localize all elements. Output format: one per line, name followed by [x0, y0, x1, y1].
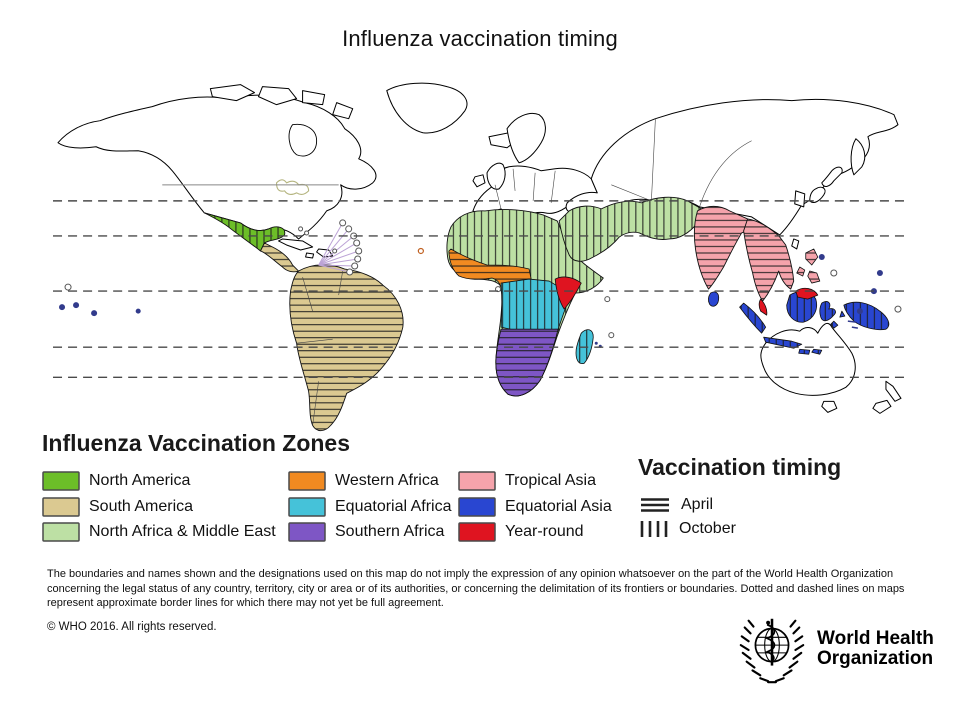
timing-legend-heading: Vaccination timing — [638, 454, 842, 480]
latitude-lines — [53, 200, 909, 378]
legend-item-april: April — [638, 494, 713, 516]
swatch-southern-africa — [288, 522, 326, 542]
cuba — [278, 238, 314, 251]
hatch-april — [694, 206, 752, 290]
legend-label: April — [681, 496, 714, 513]
zones-legend-heading: Influenza Vaccination Zones — [42, 430, 351, 456]
legend-item-south-america: South America — [42, 496, 193, 518]
greenland — [386, 82, 468, 134]
korea — [794, 190, 806, 208]
who-logo-line2: Organization — [817, 648, 934, 669]
swatch-tropical-asia — [458, 471, 496, 491]
swatch-north-america — [42, 471, 80, 491]
who-logo-line1: World Health — [817, 628, 934, 650]
legend-item-equatorial-africa: Equatorial Africa — [288, 496, 452, 518]
swatch-south-america — [42, 497, 80, 517]
hatch-april — [495, 329, 559, 396]
legend-item-southern-africa: Southern Africa — [288, 521, 444, 543]
legend-label: Western Africa — [335, 472, 439, 489]
who-emblem-icon — [739, 618, 805, 684]
legend-label: Equatorial Asia — [505, 498, 612, 515]
who-logo: World Health Organization — [733, 610, 934, 688]
legend-label: Southern Africa — [335, 523, 445, 540]
swatch-equatorial-asia — [458, 497, 496, 517]
great-lakes — [275, 179, 310, 196]
disclaimer-text: The boundaries and names shown and the d… — [47, 568, 905, 610]
hudson-bay — [288, 123, 318, 157]
legend-label: Equatorial Africa — [335, 498, 452, 515]
legend-label: North America — [89, 472, 191, 489]
horizontal-lines-icon — [641, 498, 669, 512]
swatch-equatorial-africa — [288, 497, 326, 517]
tasmania — [821, 400, 838, 413]
world-map — [50, 80, 912, 432]
jamaica — [305, 252, 315, 259]
legend-item-tropical-asia: Tropical Asia — [458, 470, 596, 492]
legend-item-north-america: North America — [42, 470, 190, 492]
taiwan — [791, 238, 800, 250]
pacific-island-dots — [59, 247, 902, 348]
australia — [760, 322, 856, 396]
copyright-text: © WHO 2016. All rights reserved. — [47, 621, 217, 633]
legend-label: South America — [89, 498, 194, 515]
legend-label: North Africa & Middle East — [89, 523, 276, 540]
swatch-western-africa — [288, 471, 326, 491]
hatch-october — [559, 197, 702, 262]
kamchatka — [850, 138, 866, 176]
country-borders — [296, 118, 752, 426]
swatch-year-round — [458, 522, 496, 542]
legend-label: October — [679, 520, 736, 537]
legend-item-western-africa: Western Africa — [288, 470, 439, 492]
ireland — [472, 174, 486, 188]
legend-label: Year-round — [505, 523, 584, 540]
vertical-lines-icon — [640, 521, 668, 537]
zone-equatorial-asia-sri-lanka — [707, 291, 720, 307]
world-map-svg — [53, 82, 909, 432]
uk — [486, 162, 506, 190]
legend-item-october: October — [638, 518, 736, 540]
legend-item-year-round: Year-round — [458, 521, 584, 543]
swatch-north-africa-middle-east — [42, 522, 80, 542]
japan — [809, 166, 843, 203]
page-title: Influenza vaccination timing — [342, 26, 618, 51]
hatch-april — [260, 242, 404, 431]
scandinavia — [506, 112, 546, 164]
arctic-islands — [209, 84, 354, 120]
legend-label: Tropical Asia — [505, 472, 596, 489]
legend-item-north-africa-middle-east: North Africa & Middle East — [42, 521, 276, 543]
legend-item-equatorial-asia: Equatorial Asia — [458, 496, 612, 518]
new-zealand — [872, 380, 902, 414]
hatch-april — [743, 218, 794, 302]
